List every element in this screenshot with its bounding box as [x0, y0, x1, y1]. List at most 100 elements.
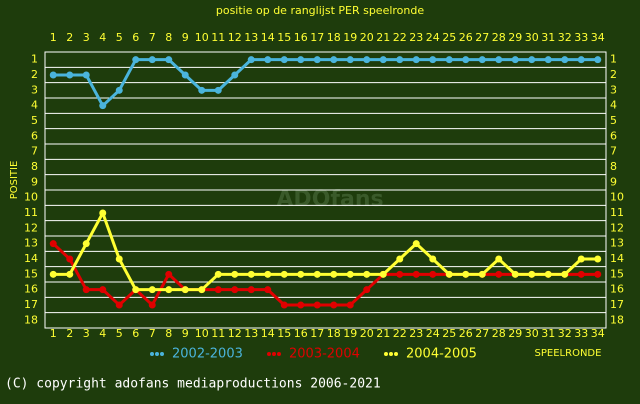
data-point	[429, 255, 437, 263]
data-point	[379, 56, 387, 64]
data-point	[247, 270, 255, 278]
y-tick-label: 2	[31, 68, 38, 81]
y-tick-label: 9	[31, 175, 38, 188]
data-point	[132, 286, 140, 294]
y-tick-label-right: 1	[610, 53, 617, 66]
data-point	[544, 270, 552, 278]
data-point	[247, 56, 255, 64]
legend-marker	[394, 352, 398, 356]
y-tick-label-right: 16	[610, 283, 624, 296]
y-tick-label-right: 3	[610, 83, 617, 96]
x-tick-label-top: 5	[116, 31, 123, 44]
x-tick-label: 34	[591, 327, 605, 340]
x-tick-label-top: 1	[50, 31, 57, 44]
x-tick-label: 26	[459, 327, 473, 340]
data-point	[231, 71, 239, 79]
data-point	[264, 56, 272, 64]
y-tick-label-right: 4	[610, 99, 617, 112]
data-point	[82, 240, 90, 248]
data-point	[115, 301, 123, 309]
y-tick-label: 4	[31, 99, 38, 112]
data-point	[577, 255, 585, 263]
data-point	[297, 56, 305, 64]
data-point	[231, 286, 239, 294]
x-tick-label-top: 31	[541, 31, 555, 44]
data-point	[330, 270, 338, 278]
x-tick-label: 22	[393, 327, 407, 340]
x-tick-label-top: 13	[244, 31, 258, 44]
data-point	[363, 56, 371, 64]
data-point	[82, 286, 90, 294]
data-point	[82, 71, 90, 79]
data-point	[528, 56, 536, 64]
data-point	[148, 56, 156, 64]
data-point	[313, 270, 321, 278]
y-tick-label: 14	[24, 252, 38, 265]
y-tick-label-right: 9	[610, 175, 617, 188]
legend-marker	[389, 352, 393, 356]
data-point	[99, 102, 107, 110]
legend-marker	[160, 352, 164, 356]
data-point	[346, 270, 354, 278]
x-tick-label: 12	[228, 327, 242, 340]
x-tick-label-top: 33	[574, 31, 588, 44]
data-point	[264, 270, 272, 278]
data-point	[561, 270, 569, 278]
data-point	[346, 56, 354, 64]
series-line	[53, 209, 598, 292]
x-tick-label-top: 10	[195, 31, 209, 44]
y-tick-label: 3	[31, 83, 38, 96]
x-tick-label-top: 18	[327, 31, 341, 44]
y-axis-label: POSITIE	[9, 161, 20, 200]
data-point	[445, 56, 453, 64]
data-point	[214, 86, 222, 94]
legend-marker	[272, 352, 276, 356]
x-tick-label-top: 6	[132, 31, 139, 44]
data-point	[379, 270, 387, 278]
data-point	[231, 270, 239, 278]
data-point	[462, 270, 470, 278]
y-tick-label: 6	[31, 129, 38, 142]
y-tick-label: 8	[31, 160, 38, 173]
data-point	[330, 56, 338, 64]
data-point	[495, 56, 503, 64]
x-tick-label-top: 16	[294, 31, 308, 44]
series-line	[53, 58, 598, 109]
x-tick-label: 9	[182, 327, 189, 340]
x-tick-label: 18	[327, 327, 341, 340]
data-point	[396, 270, 404, 278]
x-tick-label-top: 2	[66, 31, 73, 44]
x-tick-label: 3	[83, 327, 90, 340]
data-point	[214, 270, 222, 278]
data-point	[49, 71, 57, 79]
x-tick-label-top: 23	[409, 31, 423, 44]
data-point	[165, 56, 173, 64]
legend-label: 2004-2005	[406, 347, 477, 362]
x-tick-label-top: 34	[591, 31, 605, 44]
x-tick-label-top: 15	[277, 31, 291, 44]
x-axis-label: SPEELRONDE	[535, 348, 602, 359]
data-point	[396, 56, 404, 64]
data-point	[330, 301, 338, 309]
data-point	[528, 270, 536, 278]
x-tick-label-top: 30	[525, 31, 539, 44]
y-tick-label-right: 18	[610, 313, 624, 326]
data-point	[511, 56, 519, 64]
chart-title: positie op de ranglijst PER speelronde	[216, 4, 425, 17]
data-point	[181, 71, 189, 79]
data-point	[148, 286, 156, 294]
data-point	[495, 255, 503, 263]
x-tick-label-top: 14	[261, 31, 275, 44]
data-point	[478, 56, 486, 64]
x-tick-label-top: 19	[343, 31, 357, 44]
x-tick-label: 31	[541, 327, 555, 340]
x-tick-label: 10	[195, 327, 209, 340]
data-point	[412, 56, 420, 64]
data-point	[198, 86, 206, 94]
y-tick-label-right: 12	[610, 221, 624, 234]
x-tick-label-top: 20	[360, 31, 374, 44]
legend-label: 2002-2003	[172, 347, 243, 362]
data-point	[99, 286, 107, 294]
series-line	[52, 242, 598, 308]
y-tick-label-right: 15	[610, 267, 624, 280]
